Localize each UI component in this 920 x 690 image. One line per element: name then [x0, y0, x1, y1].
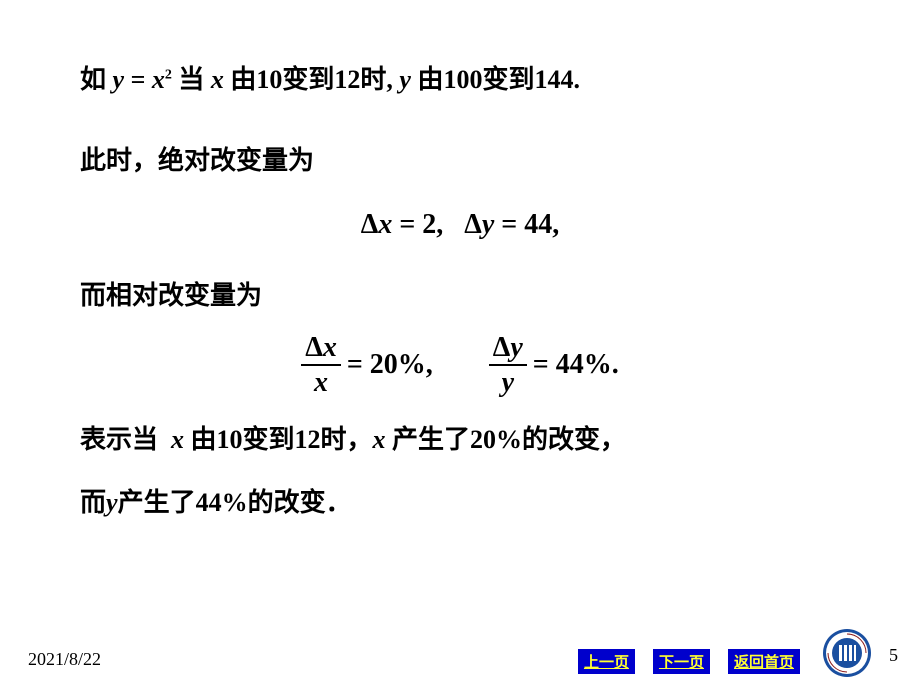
var-y: y — [482, 209, 494, 240]
fraction: Δx x — [301, 333, 341, 398]
text: 产生了20%的改变， — [386, 425, 627, 454]
var-x: x — [378, 209, 392, 240]
denominator: x — [310, 368, 332, 397]
text: 由10变到12时, — [224, 65, 400, 94]
text: 当 — [172, 65, 211, 94]
text-line-3: 而相对改变量为 — [80, 276, 840, 315]
value: = 20%, — [347, 344, 433, 386]
slide-content: 如 y = x2 当 x 由10变到12时, y 由100变到144. 此时，绝… — [0, 0, 920, 690]
fraction-dy-over-y: Δy y = 44%. — [489, 333, 619, 398]
text-line-2: 此时，绝对改变量为 — [80, 141, 840, 180]
equation-line-2: Δx x = 20%, Δy y = 44%. — [80, 333, 840, 398]
var-x: x — [171, 425, 184, 454]
var-y: y — [113, 65, 125, 94]
equation-line-1: Δx = 2, Δy = 44, — [80, 204, 840, 246]
nav-buttons: 上一页 下一页 返回首页 — [578, 649, 800, 674]
value: = 44%. — [533, 344, 619, 386]
fraction-dx-over-x: Δx x = 20%, — [301, 333, 433, 398]
numerator: Δx — [301, 333, 341, 362]
delta: Δ — [361, 209, 379, 240]
home-button[interactable]: 返回首页 — [728, 649, 800, 674]
value: = 2, — [392, 209, 464, 240]
var-x: x — [152, 65, 165, 94]
fraction-bar — [489, 364, 527, 366]
exponent: 2 — [165, 67, 172, 82]
text-line-1: 如 y = x2 当 x 由10变到12时, y 由100变到144. — [80, 60, 840, 99]
eq-sign: = — [124, 65, 152, 94]
next-page-button[interactable]: 下一页 — [653, 649, 710, 674]
numerator: Δy — [489, 333, 527, 362]
var-x: x — [211, 65, 224, 94]
denominator: y — [498, 368, 518, 397]
text-line-4: 表示当 x 由10变到12时，x 产生了20%的改变， — [80, 420, 840, 459]
text-line-5: 而y产生了44%的改变． — [80, 483, 840, 522]
text: 表示当 — [80, 425, 171, 454]
text: 产生了44%的改变． — [118, 488, 352, 517]
fraction: Δy y — [489, 333, 527, 398]
var-y: y — [106, 488, 118, 517]
text: 而 — [80, 488, 106, 517]
text: 由100变到144. — [411, 65, 580, 94]
value: = 44, — [494, 209, 559, 240]
text: 如 — [80, 65, 113, 94]
footer-date: 2021/8/22 — [28, 649, 101, 670]
prev-page-button[interactable]: 上一页 — [578, 649, 635, 674]
text: 由10变到12时， — [184, 425, 373, 454]
page-number: 5 — [889, 645, 898, 666]
var-x: x — [373, 425, 386, 454]
fraction-bar — [301, 364, 341, 366]
slide-footer: 2021/8/22 上一页 下一页 返回首页 5 — [0, 638, 920, 674]
university-logo-icon — [822, 628, 872, 678]
var-y: y — [399, 65, 411, 94]
delta: Δ — [464, 209, 482, 240]
